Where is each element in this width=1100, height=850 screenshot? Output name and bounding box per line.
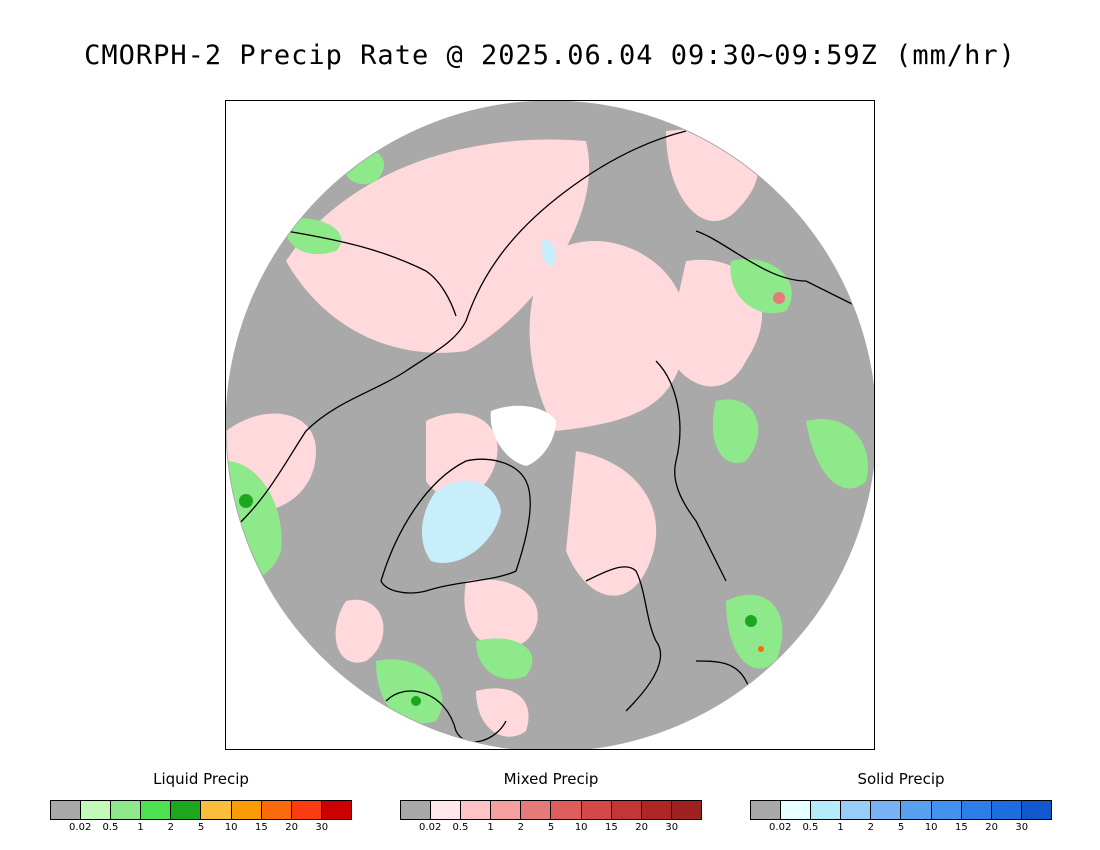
tick-label: 20 [285, 822, 298, 833]
legend-solid: Solid Precip 0.02 0.5 1 2 5 10 15 20 30 [750, 770, 1052, 834]
chart-title: CMORPH-2 Precip Rate @ 2025.06.04 09:30~… [84, 40, 1016, 71]
color-swatch [931, 801, 962, 819]
tick-label: 0.02 [769, 822, 792, 833]
tick-labels: 0.02 0.5 1 2 5 10 15 20 30 [50, 820, 352, 834]
color-swatch [901, 801, 932, 819]
tick-label: 20 [985, 822, 998, 833]
color-swatch [1021, 801, 1051, 819]
color-swatch [871, 801, 902, 819]
tick-label: 15 [955, 822, 968, 833]
color-bar [50, 800, 352, 820]
color-swatch [431, 801, 462, 819]
legend-mixed: Mixed Precip 0.02 0.5 1 2 5 10 15 20 30 [400, 770, 702, 834]
color-swatch [81, 801, 112, 819]
color-swatch [51, 801, 82, 819]
tick-label: 10 [224, 822, 238, 833]
color-swatch [111, 801, 142, 819]
color-swatch [261, 801, 292, 819]
color-swatch [231, 801, 262, 819]
color-swatch [551, 801, 582, 819]
map-panel [225, 100, 875, 750]
tick-labels: 0.02 0.5 1 2 5 10 15 20 30 [750, 820, 1052, 834]
tick-label: 2 [867, 822, 874, 833]
color-swatch [581, 801, 612, 819]
tick-label: 0.02 [419, 822, 442, 833]
tick-label: 15 [255, 822, 268, 833]
tick-label: 0.5 [802, 822, 819, 833]
color-swatch [461, 801, 492, 819]
legend-liquid: Liquid Precip 0.02 0.5 1 2 5 10 15 20 30 [50, 770, 352, 834]
tick-labels: 0.02 0.5 1 2 5 10 15 20 30 [400, 820, 702, 834]
color-swatch [521, 801, 552, 819]
tick-label: 1 [487, 822, 494, 833]
no-data-area [490, 405, 556, 466]
tick-label: 1 [837, 822, 844, 833]
color-swatch [611, 801, 642, 819]
coastlines [230, 130, 867, 743]
color-swatch [171, 801, 202, 819]
polar-precip-map [226, 101, 874, 749]
tick-label: 2 [167, 822, 174, 833]
tick-label: 15 [605, 822, 618, 833]
tick-label: 10 [924, 822, 938, 833]
tick-label: 20 [635, 822, 648, 833]
tick-label: 5 [897, 822, 905, 833]
tick-label: 0.5 [102, 822, 119, 833]
tick-label: 5 [547, 822, 555, 833]
color-swatch [201, 801, 232, 819]
color-swatch [841, 801, 872, 819]
color-bar [750, 800, 1052, 820]
color-swatch [141, 801, 172, 819]
color-swatch [671, 801, 701, 819]
color-swatch [991, 801, 1022, 819]
legend-title: Mixed Precip [503, 770, 599, 788]
tick-label: 0.5 [452, 822, 469, 833]
color-swatch [781, 801, 812, 819]
color-swatch [321, 801, 351, 819]
color-bar [400, 800, 702, 820]
tick-label: 5 [197, 822, 205, 833]
mixed-precip-areas [226, 129, 763, 737]
color-swatch [641, 801, 672, 819]
tick-label: 30 [1015, 822, 1029, 833]
tick-label: 0.02 [69, 822, 92, 833]
tick-label: 10 [574, 822, 588, 833]
tick-label: 30 [315, 822, 329, 833]
tick-label: 30 [665, 822, 679, 833]
legend-title: Solid Precip [857, 770, 945, 788]
color-swatch [961, 801, 992, 819]
tick-label: 2 [517, 822, 524, 833]
color-swatch [491, 801, 522, 819]
tick-label: 1 [137, 822, 144, 833]
heavy-rain-spots [239, 292, 785, 706]
legend-title: Liquid Precip [153, 770, 249, 788]
color-swatch [291, 801, 322, 819]
color-swatch [401, 801, 432, 819]
color-swatch [751, 801, 782, 819]
color-swatch [811, 801, 842, 819]
solid-precip-areas [421, 239, 556, 563]
